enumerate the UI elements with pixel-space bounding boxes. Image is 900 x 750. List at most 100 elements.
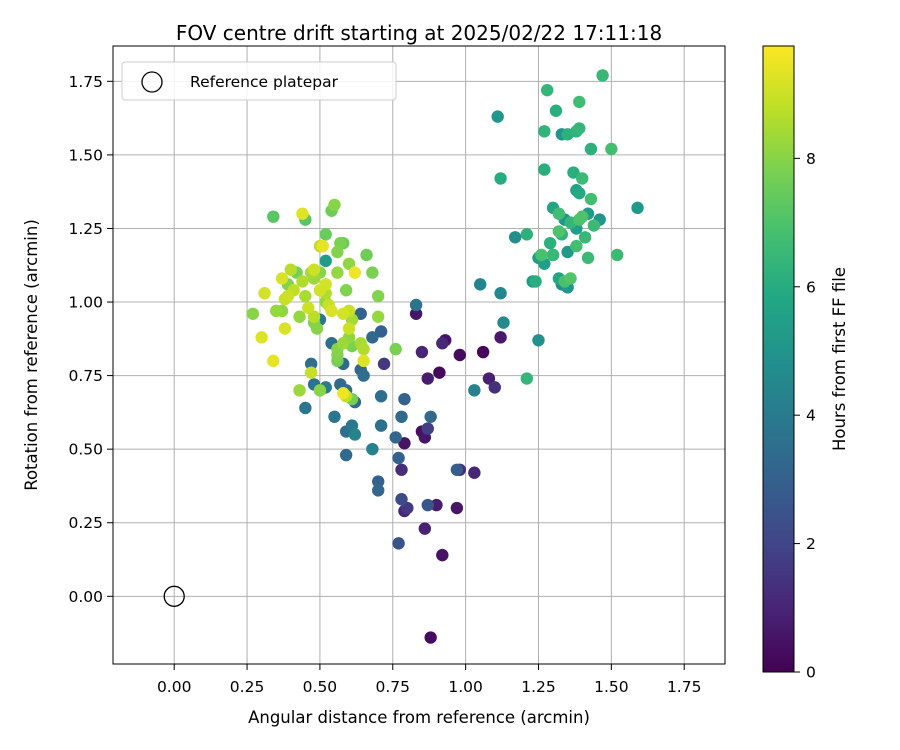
scatter-point — [339, 284, 353, 297]
scatter-point — [395, 463, 408, 476]
scatter-point — [360, 248, 373, 262]
scatter-point — [389, 431, 402, 444]
colorbar-ticks: 0 2 4 6 8 — [794, 150, 816, 682]
scatter-point — [354, 307, 367, 320]
y-tick-label: 0.75 — [68, 367, 103, 385]
x-tick-label: 1.50 — [594, 678, 629, 696]
scatter-point — [561, 245, 574, 259]
scatter-point — [424, 631, 437, 644]
scatter-point — [573, 122, 586, 135]
scatter-point — [529, 275, 542, 288]
chart-title: FOV centre drift starting at 2025/02/22 … — [176, 21, 662, 45]
scatter-point — [415, 345, 429, 359]
scatter-point — [348, 428, 362, 441]
scatter-point — [278, 322, 292, 335]
scatter-point — [281, 289, 295, 303]
scatter-point — [430, 498, 443, 512]
scatter-point — [433, 366, 446, 379]
scatter-point — [546, 248, 560, 262]
scatter-point — [328, 198, 341, 212]
scatter-point — [450, 501, 464, 515]
scatter-point — [538, 163, 551, 176]
scatter-point — [275, 272, 289, 285]
scatter-point — [494, 331, 507, 344]
colorbar-tick-label: 0 — [806, 664, 816, 682]
scatter-point — [337, 337, 350, 350]
scatter-point — [584, 192, 598, 206]
scatter-point — [494, 172, 507, 185]
scatter-point — [436, 548, 449, 562]
scatter-point — [401, 501, 414, 515]
scatter-point — [520, 372, 534, 385]
scatter-point — [299, 401, 312, 415]
scatter-point — [284, 263, 297, 276]
scatter-point — [267, 354, 280, 368]
x-tick-label: 1.25 — [521, 678, 556, 696]
scatter-point — [468, 466, 481, 479]
scatter-point — [418, 522, 432, 535]
scatter-point — [255, 331, 268, 344]
scatter-point — [296, 207, 309, 220]
scatter-point — [532, 334, 545, 347]
scatter-point — [316, 239, 330, 253]
scatter-point — [538, 125, 551, 138]
x-tick-label: 0.50 — [303, 678, 338, 696]
scatter-point — [398, 437, 411, 450]
x-tick-label: 0.00 — [157, 678, 192, 696]
scatter-point — [348, 266, 362, 279]
scatter-point — [409, 298, 423, 312]
legend-entry-label: Reference platepar — [190, 73, 339, 91]
scatter-point — [453, 348, 466, 362]
scatter-point — [374, 325, 388, 338]
scatter-point — [424, 410, 437, 423]
scatter-point — [366, 442, 379, 456]
scatter-point — [488, 381, 501, 394]
scatter-point — [366, 266, 379, 279]
scatter-point — [541, 83, 554, 97]
scatter-point — [584, 142, 598, 156]
scatter-point — [258, 287, 271, 300]
y-tick-label: 1.75 — [68, 73, 103, 91]
scatter-point — [631, 201, 644, 215]
scatter-point — [392, 537, 405, 550]
x-axis-label: Angular distance from reference (arcmin) — [248, 708, 590, 727]
scatter-point — [267, 210, 280, 223]
colorbar-label: Hours from first FF file — [830, 267, 849, 451]
colorbar: 0 2 4 6 8 Hours from first FF file — [762, 45, 849, 682]
scatter-point — [372, 310, 385, 323]
plot-frame — [112, 45, 726, 665]
scatter-point — [319, 254, 332, 268]
scatter-point — [543, 236, 557, 250]
scatter-point — [328, 410, 341, 423]
scatter-point — [374, 390, 388, 403]
scatter-point — [339, 448, 353, 462]
scatter-point — [337, 307, 350, 320]
scatter-point — [482, 372, 496, 385]
reference-platepar-marker — [163, 585, 185, 607]
y-tick-label: 0.00 — [68, 588, 103, 606]
scatter-point — [270, 304, 283, 318]
scatter-point — [409, 307, 423, 320]
scatter-point — [476, 345, 490, 359]
scatter-point — [552, 207, 566, 220]
scatter-point — [436, 337, 449, 350]
scatter-points — [246, 69, 644, 644]
scatter-point — [535, 248, 548, 262]
x-tick-label: 0.75 — [376, 678, 411, 696]
scatter-point — [392, 451, 405, 465]
y-axis-ticks: 0.00 0.25 0.50 0.75 1.00 1.25 1.50 1.75 — [68, 73, 113, 606]
legend-open-circle-icon — [141, 71, 163, 93]
scatter-point — [304, 357, 318, 371]
x-tick-label: 0.25 — [230, 678, 265, 696]
scatter-point — [342, 257, 356, 270]
scatter-point — [319, 228, 332, 241]
colorbar-tick-label: 6 — [806, 278, 816, 296]
scatter-point — [564, 272, 577, 285]
y-axis-label: Rotation from reference (arcmin) — [22, 219, 41, 491]
scatter-point — [567, 166, 580, 179]
scatter-point — [366, 331, 379, 344]
scatter-point — [573, 95, 586, 109]
scatter-point — [357, 342, 370, 356]
colorbar-gradient — [763, 46, 794, 672]
